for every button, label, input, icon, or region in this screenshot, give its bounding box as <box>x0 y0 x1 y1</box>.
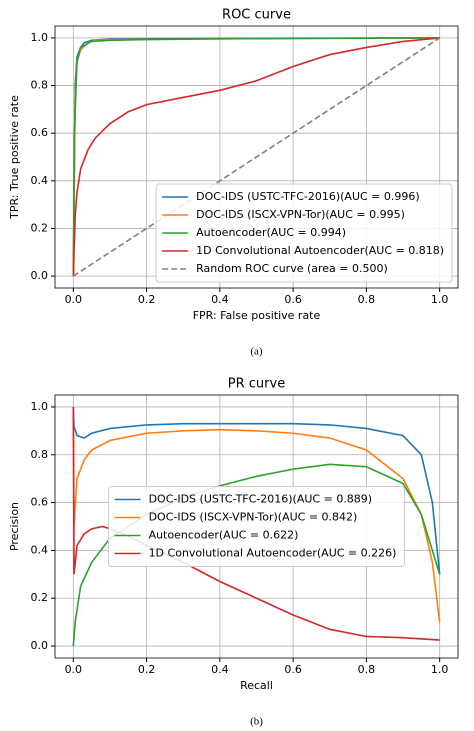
y-axis-label: Precision <box>8 502 21 551</box>
legend: DOC-IDS (USTC-TFC-2016)(AUC = 0.889) DOC-… <box>108 486 405 567</box>
x-axis-label: Recall <box>240 679 273 692</box>
y-tick-label: 0.4 <box>31 174 49 187</box>
y-tick-label: 0.4 <box>31 543 49 556</box>
x-tick-label: 0.4 <box>211 663 229 676</box>
axes-frame <box>54 394 459 659</box>
legend-label: DOC-IDS (ISCX-VPN-Tor)(AUC = 0.842) <box>149 511 358 524</box>
x-tick-label: 0.4 <box>211 293 229 306</box>
x-tick-label: 0.2 <box>138 663 156 676</box>
caption: (b) <box>250 716 263 728</box>
x-tick-label: 0.6 <box>284 293 302 306</box>
y-tick-label: 0.0 <box>31 269 49 282</box>
legend-box <box>155 183 453 283</box>
series-line <box>72 406 441 575</box>
y-axis-label: TPR: True positive rate <box>8 95 21 220</box>
y-tick-label: 1.0 <box>31 31 49 44</box>
chart-title: PR curve <box>228 377 285 392</box>
legend-label: 1D Convolutional Autoencoder(AUC = 0.818… <box>196 244 444 257</box>
y-tick-label: 0.6 <box>31 126 49 139</box>
y-tick-label: 1.0 <box>31 400 49 413</box>
legend-label: Random ROC curve (area = 0.500) <box>196 262 388 275</box>
series-line <box>72 406 441 623</box>
y-tick-label: 0.2 <box>31 221 49 234</box>
y-tick-label: 0.8 <box>31 79 49 92</box>
caption: (a) <box>250 346 263 358</box>
series-line <box>72 37 440 277</box>
y-tick-label: 0.6 <box>31 496 49 509</box>
axes-frame <box>54 25 459 289</box>
y-tick-label: 0.2 <box>31 591 49 604</box>
series-line <box>72 37 441 277</box>
x-tick-label: 1.0 <box>431 293 449 306</box>
legend-label: DOC-IDS (USTC-TFC-2016)(AUC = 0.889) <box>149 493 373 506</box>
legend-label: DOC-IDS (ISCX-VPN-Tor)(AUC = 0.995) <box>196 208 405 221</box>
x-tick-label: 0.8 <box>358 663 376 676</box>
legend-label: Autoencoder(AUC = 0.622) <box>149 529 299 542</box>
x-tick-label: 0.0 <box>65 293 83 306</box>
y-tick-label: 0.8 <box>31 448 49 461</box>
y-tick-label: 0.0 <box>31 639 49 652</box>
legend-label: Autoencoder(AUC = 0.994) <box>196 226 346 239</box>
series-line <box>72 37 440 277</box>
legend-label: 1D Convolutional Autoencoder(AUC = 0.226… <box>149 547 397 560</box>
legend: DOC-IDS (USTC-TFC-2016)(AUC = 0.996) DOC-… <box>155 183 453 283</box>
legend-label: DOC-IDS (USTC-TFC-2016)(AUC = 0.996) <box>196 190 420 203</box>
chart-title: ROC curve <box>222 8 291 23</box>
series-line <box>72 463 441 647</box>
legend-box <box>108 486 405 567</box>
x-tick-label: 1.0 <box>431 663 449 676</box>
x-tick-label: 0.0 <box>65 663 83 676</box>
x-tick-label: 0.6 <box>284 663 302 676</box>
x-axis-label: FPR: False positive rate <box>193 309 321 322</box>
x-tick-label: 0.8 <box>358 293 376 306</box>
x-tick-label: 0.2 <box>138 293 156 306</box>
